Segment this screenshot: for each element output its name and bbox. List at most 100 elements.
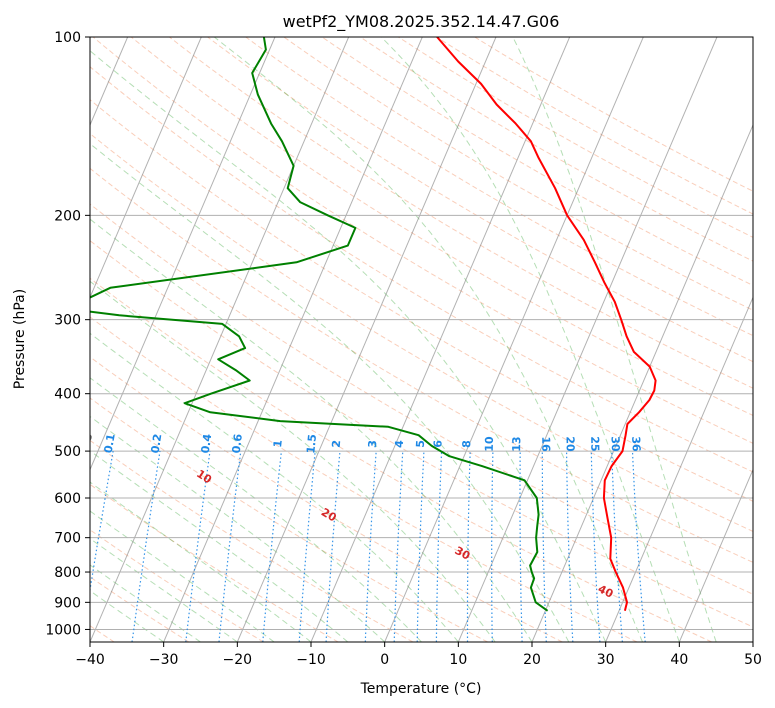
x-tick-label: 10	[449, 652, 467, 668]
isotherm-line	[752, 640, 753, 642]
moist-adiabat-line	[380, 37, 680, 642]
dry-adiabat-line	[207, 37, 753, 363]
moist-adiabat-line	[90, 332, 459, 642]
mixing-ratio-label: 30	[609, 436, 623, 452]
mixing-ratio-label: 16	[539, 436, 552, 452]
plot-frame	[89, 36, 754, 643]
mixing-ratio-line	[185, 451, 211, 642]
mixing-ratio-line	[218, 451, 242, 642]
temperature-profile-line	[436, 37, 657, 612]
mixing-ratio-label: 4	[393, 439, 406, 448]
y-tick-label: 1000	[45, 622, 81, 638]
moist-adiabat-line	[512, 37, 717, 642]
isotherm-line	[90, 37, 276, 471]
dry-adiabat-label: 10	[194, 467, 214, 486]
dry-adiabat-line	[90, 397, 488, 642]
dry-adiabat-line	[90, 277, 712, 642]
y-tick-label: 900	[54, 595, 81, 611]
mixing-ratio-line	[131, 451, 161, 642]
isotherm-line	[310, 37, 571, 642]
grid-layer	[90, 37, 753, 642]
y-tick-label: 100	[54, 30, 81, 46]
moist-adiabat-line	[90, 143, 570, 642]
dry-adiabat-line	[474, 37, 753, 192]
mixing-ratio-label: 13	[510, 436, 523, 451]
dry-adiabat-line	[321, 37, 753, 287]
dry-adiabat-line	[359, 37, 753, 262]
mixing-ratio-label: 0.2	[149, 433, 165, 454]
mixing-ratio-label: 8	[460, 440, 473, 448]
moist-adiabat-line	[90, 481, 312, 642]
x-tick-label: −30	[149, 652, 179, 668]
line-labels: 0.10.20.40.611.523456810131620253036-100…	[81, 431, 643, 601]
dry-adiabat-line	[90, 240, 753, 628]
x-tick-label: 30	[597, 652, 615, 668]
dry-adiabat-line	[90, 132, 753, 533]
y-tick-label: 500	[54, 444, 81, 460]
dry-adiabat-label: 40	[596, 582, 616, 601]
dewpoint-profile-line	[90, 37, 549, 612]
isotherm-line	[384, 37, 644, 642]
dry-adiabat-label: 30	[453, 544, 473, 563]
mixing-ratio-label: 1	[271, 439, 285, 448]
mixing-ratio-line	[435, 451, 443, 642]
dry-adiabat-line	[90, 439, 414, 642]
moist-adiabat-line	[213, 37, 643, 642]
dry-adiabat-line	[90, 483, 339, 642]
y-tick-label: 400	[54, 387, 81, 403]
moist-adiabat-line	[90, 218, 533, 642]
dry-adiabat-line	[90, 529, 264, 642]
series-layer	[90, 37, 657, 612]
y-axis-label: Pressure (hPa)	[12, 289, 28, 389]
moist-adiabat-line	[90, 415, 386, 642]
mixing-ratio-label: 10	[483, 436, 496, 452]
x-tick-label: 20	[523, 652, 541, 668]
mixing-ratio-label: 0.4	[199, 433, 215, 454]
moist-adiabat-line	[90, 50, 607, 642]
dry-adiabat-line	[92, 37, 753, 444]
moist-adiabat-line	[90, 590, 164, 642]
dry-adiabat-label: 0	[81, 431, 95, 446]
mixing-ratio-label: 6	[431, 440, 444, 449]
dry-adiabat-line	[283, 37, 753, 311]
dry-adiabat-label: 20	[319, 505, 339, 524]
dry-adiabat-line	[90, 576, 190, 642]
dry-adiabat-line	[90, 316, 638, 642]
mixing-ratio-label: 0.1	[102, 433, 118, 454]
mixing-ratio-label: 1.5	[304, 433, 319, 454]
isotherm-line	[236, 37, 497, 642]
x-tick-label: −10	[296, 652, 326, 668]
mixing-ratio-line	[416, 451, 425, 642]
mixing-ratio-label: 0.6	[230, 433, 245, 454]
moist-adiabat-line	[90, 377, 422, 642]
axis-ticks: −40 −30 −20 −10 0 10 20 30 40 5010020030040050060…	[45, 30, 762, 668]
x-tick-label: 40	[670, 652, 688, 668]
mixing-ratio-line	[631, 451, 646, 642]
mixing-ratio-line	[491, 451, 494, 642]
y-tick-label: 200	[54, 208, 81, 224]
mixing-ratio-label: 2	[330, 439, 344, 448]
y-tick-label: 800	[54, 565, 81, 581]
mixing-ratio-line	[90, 451, 114, 594]
mixing-ratio-label: 5	[414, 440, 427, 448]
x-tick-label: −40	[75, 652, 105, 668]
isotherm-line	[90, 37, 350, 642]
moist-adiabat-line	[90, 537, 238, 642]
x-tick-label: 0	[380, 652, 389, 668]
dry-adiabat-line	[130, 37, 753, 417]
mixing-ratio-label: 25	[588, 436, 601, 452]
moist-adiabat-line	[90, 450, 349, 642]
chart-title: wetPf2_YM08.2025.352.14.47.G06	[283, 12, 560, 32]
isotherm-line	[678, 468, 753, 642]
isotherm-line	[457, 37, 718, 642]
dry-adiabat-line	[90, 203, 753, 595]
mixing-ratio-label: 36	[629, 436, 643, 452]
x-axis-label: Temperature (°C)	[360, 681, 482, 697]
moist-adiabat-line	[90, 280, 496, 642]
y-tick-label: 300	[54, 313, 81, 329]
y-tick-label: 700	[54, 531, 81, 547]
x-tick-label: 50	[744, 652, 762, 668]
dry-adiabat-line	[90, 66, 753, 473]
isotherm-line	[163, 37, 423, 642]
